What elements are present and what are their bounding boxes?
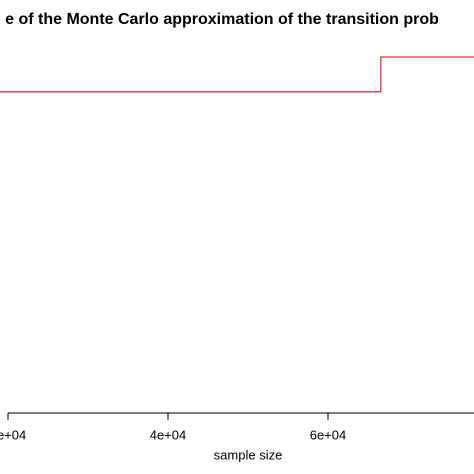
x-axis-label: sample size	[214, 447, 283, 462]
x-tick-label: 2e+04	[0, 427, 26, 442]
x-tick-label: 6e+04	[310, 427, 347, 442]
chart-title: e of the Monte Carlo approximation of th…	[5, 11, 439, 28]
x-tick-label: 4e+04	[150, 427, 187, 442]
step-line	[0, 56, 474, 93]
